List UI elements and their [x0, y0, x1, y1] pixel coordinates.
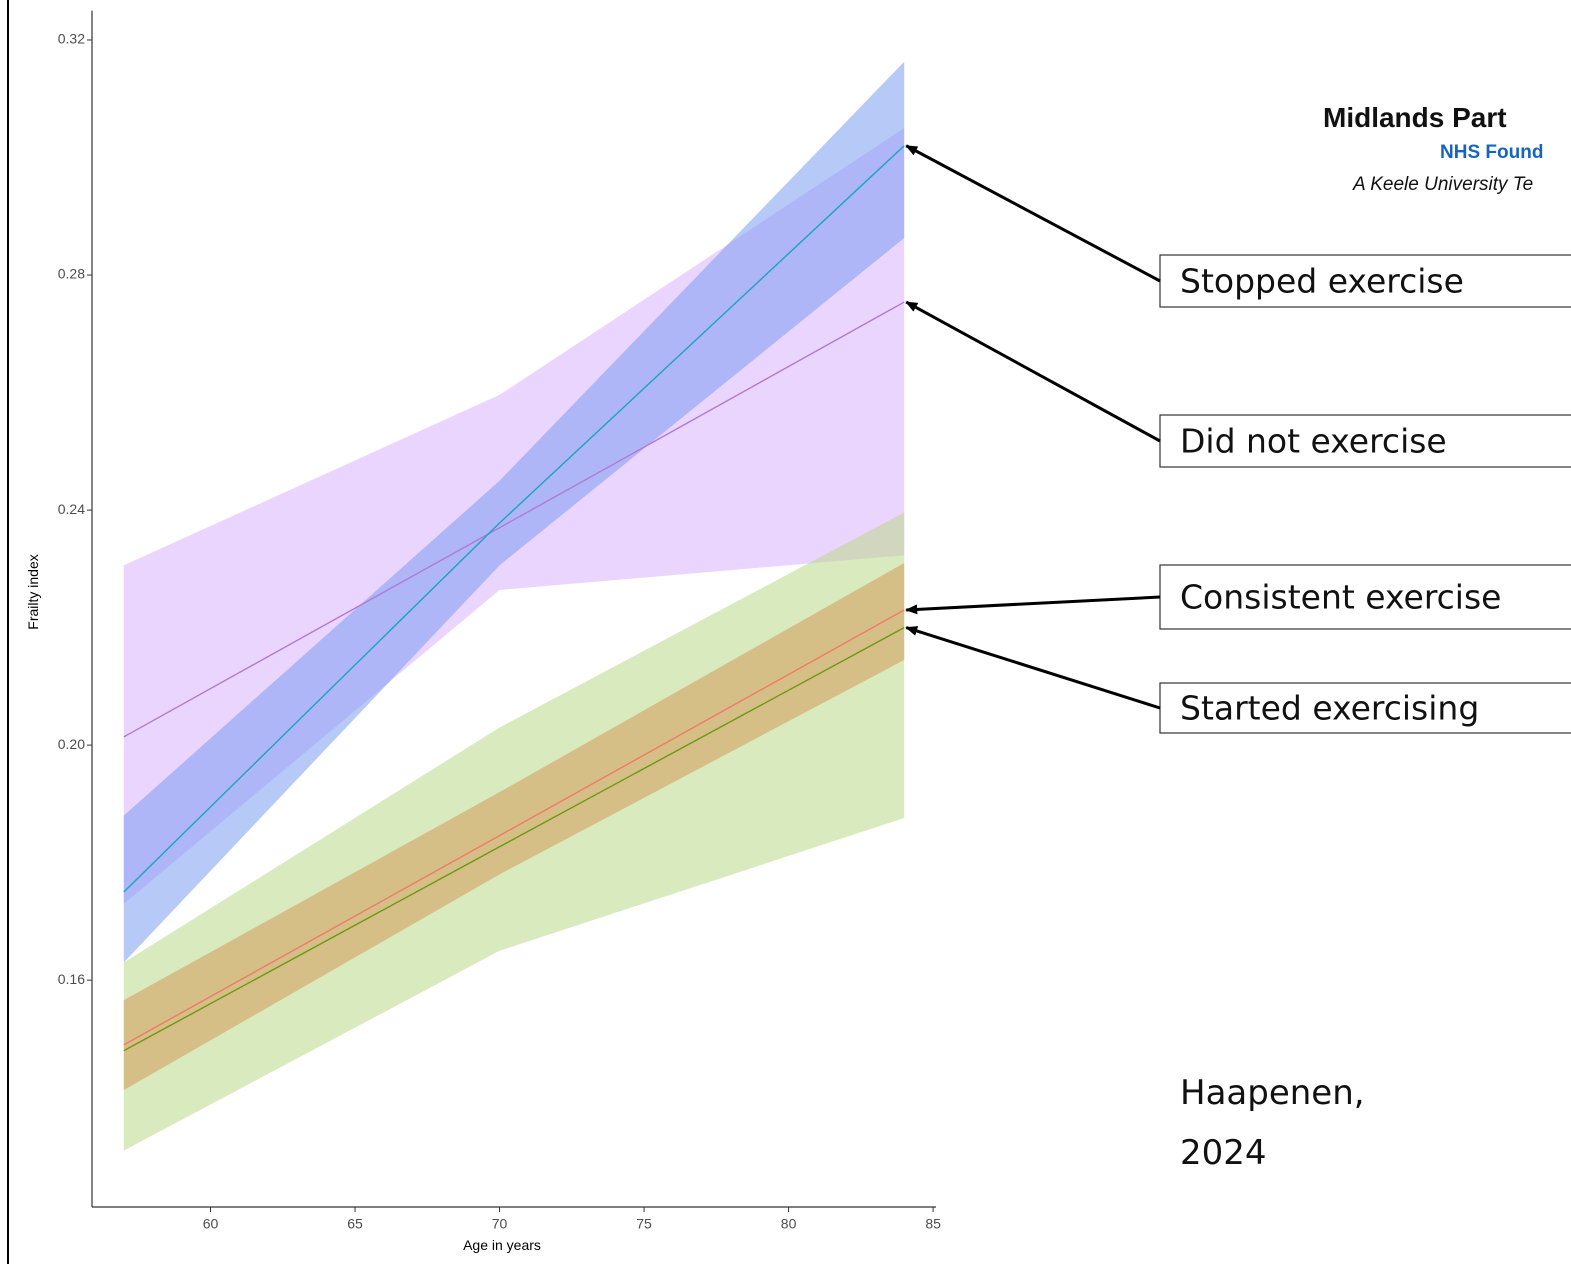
pointer-arrow — [905, 300, 1161, 443]
trend-line — [123, 609, 905, 1046]
y-tick-label: 0.32 — [58, 31, 85, 47]
citation: Haapenen, — [1180, 1073, 1365, 1113]
series-label: Stopped exercise — [1180, 262, 1464, 301]
x-tick-label: 85 — [925, 1216, 941, 1232]
logo-name: Midlands Part — [1323, 102, 1507, 133]
y-tick-label: 0.24 — [58, 501, 85, 517]
pointer-arrow — [905, 626, 1161, 710]
label-box — [1159, 564, 1571, 630]
y-tick-label: 0.28 — [58, 266, 85, 282]
confidence-band — [123, 562, 905, 1091]
series-label: Started exercising — [1180, 689, 1479, 728]
logo-tagline: A Keele University Te — [1352, 174, 1533, 195]
pointer-arrow — [905, 144, 1161, 283]
citation: 2024 — [1180, 1133, 1267, 1173]
label-box — [1159, 254, 1571, 308]
trend-line — [123, 145, 905, 893]
trend-line — [123, 626, 905, 1052]
x-axis-title: Age in years — [463, 1237, 541, 1253]
trend-line — [123, 301, 905, 738]
y-tick-label: 0.16 — [58, 971, 85, 987]
x-tick-label: 75 — [636, 1216, 652, 1232]
x-tick-label: 70 — [492, 1216, 508, 1232]
series-label: Consistent exercise — [1180, 578, 1501, 617]
label-box — [1159, 414, 1571, 468]
y-tick-label: 0.20 — [58, 736, 85, 752]
logo-sub: NHS Found — [1440, 142, 1543, 163]
y-axis-title: Frailty index — [25, 554, 41, 629]
x-tick-label: 80 — [781, 1216, 797, 1232]
plot: 0.16 0.20 0.24 0.28 0.32 60 65 70 75 80 85 — [58, 10, 941, 1232]
confidence-band — [123, 61, 905, 963]
series-label: Did not exercise — [1180, 422, 1447, 461]
left-rule — [7, 0, 9, 1264]
pointer-arrow — [905, 595, 1161, 615]
x-tick-label: 60 — [203, 1216, 219, 1232]
label-box — [1159, 682, 1571, 734]
x-tick-label: 65 — [347, 1216, 363, 1232]
